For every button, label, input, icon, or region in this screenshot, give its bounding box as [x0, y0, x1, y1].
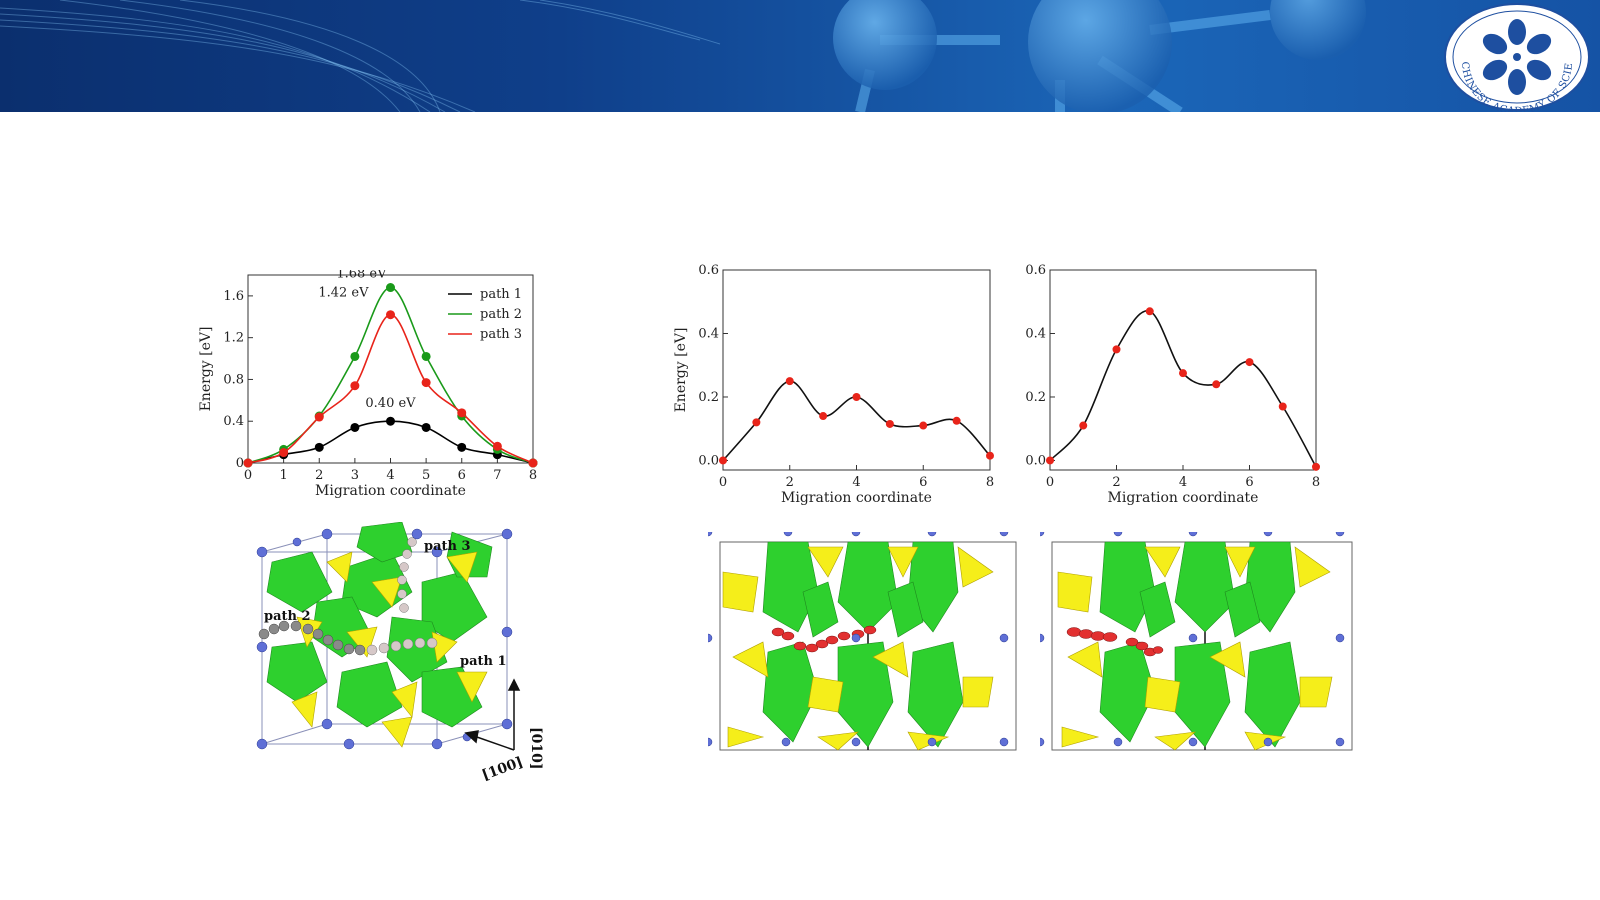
data-point — [819, 412, 828, 421]
x-tick-label: 5 — [422, 468, 430, 483]
x-tick-label: 0 — [1046, 475, 1054, 490]
peak-annotation: 0.40 eV — [365, 396, 416, 411]
x-tick-label: 2 — [786, 475, 794, 490]
y-tick-label: 1.2 — [223, 331, 244, 346]
x-tick-label: 8 — [1312, 475, 1320, 490]
y-tick-label: 0.4 — [1025, 326, 1046, 341]
data-point — [1312, 462, 1320, 471]
data-point — [350, 351, 360, 361]
x-tick-label: 8 — [529, 468, 537, 483]
data-point — [457, 442, 467, 452]
data-point — [952, 416, 961, 425]
data-point — [386, 283, 395, 293]
data-point — [919, 421, 928, 430]
series-line-1 — [1049, 310, 1317, 468]
x-tick-label: 8 — [986, 475, 994, 490]
data-point — [1079, 421, 1088, 430]
data-point — [350, 381, 360, 391]
x-tick-label: 1 — [279, 468, 287, 483]
data-point — [350, 422, 360, 432]
x-tick-label: 7 — [493, 468, 501, 483]
legend-label: path 1 — [480, 287, 522, 302]
peak-annotation: 1.42 eV — [318, 286, 369, 301]
y-tick-label: 0.8 — [223, 372, 244, 387]
path-2-label: path 2 — [264, 609, 311, 624]
path-3-label: path 3 — [424, 539, 471, 554]
data-point — [279, 448, 289, 458]
energy-chart-right: 0 2 4 6 8 0.0 0.2 0.4 0.6 Migration coordinate — [1025, 263, 1320, 506]
y-tick-label: 0.4 — [698, 326, 719, 341]
data-point — [421, 351, 431, 361]
plot-frame — [722, 269, 991, 471]
y-tick-label: 1.6 — [223, 289, 244, 304]
axis-010-label: [010] — [528, 727, 544, 769]
legend-label: path 2 — [480, 307, 522, 322]
data-point — [785, 377, 794, 386]
series-line-1 — [247, 420, 534, 464]
y-tick-label: 0.2 — [698, 390, 719, 405]
data-point — [1245, 358, 1254, 367]
data-point — [719, 456, 727, 465]
energy-chart-middle: 0 2 4 6 8 0.0 0.2 0.4 0.6 Migration coordinate Ene… — [673, 263, 994, 506]
data-point — [314, 412, 324, 422]
y-tick-label: 0 — [236, 456, 244, 471]
data-point — [752, 418, 761, 427]
x-tick-label: 6 — [1245, 475, 1253, 490]
x-tick-label: 0 — [244, 468, 252, 483]
x-axis-label: Migration coordinate — [1108, 490, 1259, 506]
y-tick-label: 0.6 — [1025, 263, 1046, 278]
data-point — [421, 378, 431, 388]
plot-frame — [247, 274, 534, 464]
data-point — [457, 408, 467, 418]
y-tick-label: 0.4 — [223, 414, 244, 429]
data-point — [386, 310, 395, 320]
x-tick-label: 4 — [1179, 475, 1187, 490]
data-point — [1179, 369, 1187, 378]
x-tick-label: 6 — [919, 475, 927, 490]
header-banner — [0, 0, 1600, 112]
data-point — [1112, 345, 1121, 354]
x-tick-label: 6 — [458, 468, 466, 483]
academy-logo: CHINESE ACADEMY OF SCIENCES — [1442, 2, 1590, 112]
data-point — [1212, 380, 1221, 389]
data-point — [314, 442, 324, 452]
x-tick-label: 0 — [719, 475, 727, 490]
x-axis-label: Migration coordinate — [781, 490, 932, 506]
data-point — [986, 451, 994, 460]
y-axis-label: Energy [eV] — [198, 327, 214, 412]
path-1-label: path 1 — [460, 654, 507, 669]
y-tick-label: 0.2 — [1025, 390, 1046, 405]
x-tick-label: 4 — [386, 468, 394, 483]
data-point — [1046, 456, 1054, 465]
energy-chart-paths: 0 1 2 3 4 5 6 7 8 0 0.4 0.8 1.2 1.6 Migration coordina… — [198, 270, 538, 499]
data-point — [1278, 402, 1287, 411]
data-point — [885, 419, 894, 428]
data-point — [386, 416, 395, 426]
x-tick-label: 2 — [1112, 475, 1120, 490]
y-axis-label: Energy [eV] — [673, 328, 689, 413]
crystal-structure-right — [1040, 532, 1353, 751]
data-point — [1145, 307, 1154, 316]
peak-annotation: 1.68 eV — [336, 270, 387, 282]
x-tick-label: 3 — [351, 468, 359, 483]
x-axis-label: Migration coordinate — [315, 483, 466, 499]
data-point — [528, 458, 538, 468]
data-point — [492, 441, 502, 451]
data-point — [243, 458, 253, 468]
y-tick-label: 0.6 — [698, 263, 719, 278]
legend-label: path 3 — [480, 327, 522, 342]
data-point — [852, 392, 861, 401]
crystal-structure-paths: path 3 path 2 path 1 [010] [100] — [256, 522, 544, 784]
y-tick-label: 0.0 — [1025, 453, 1046, 468]
x-tick-label: 4 — [852, 475, 860, 490]
axis-100-label: [100] — [480, 754, 525, 784]
data-point — [421, 422, 431, 432]
y-tick-label: 0.0 — [698, 453, 719, 468]
crystal-structure-middle — [708, 532, 1017, 751]
x-tick-label: 2 — [315, 468, 323, 483]
